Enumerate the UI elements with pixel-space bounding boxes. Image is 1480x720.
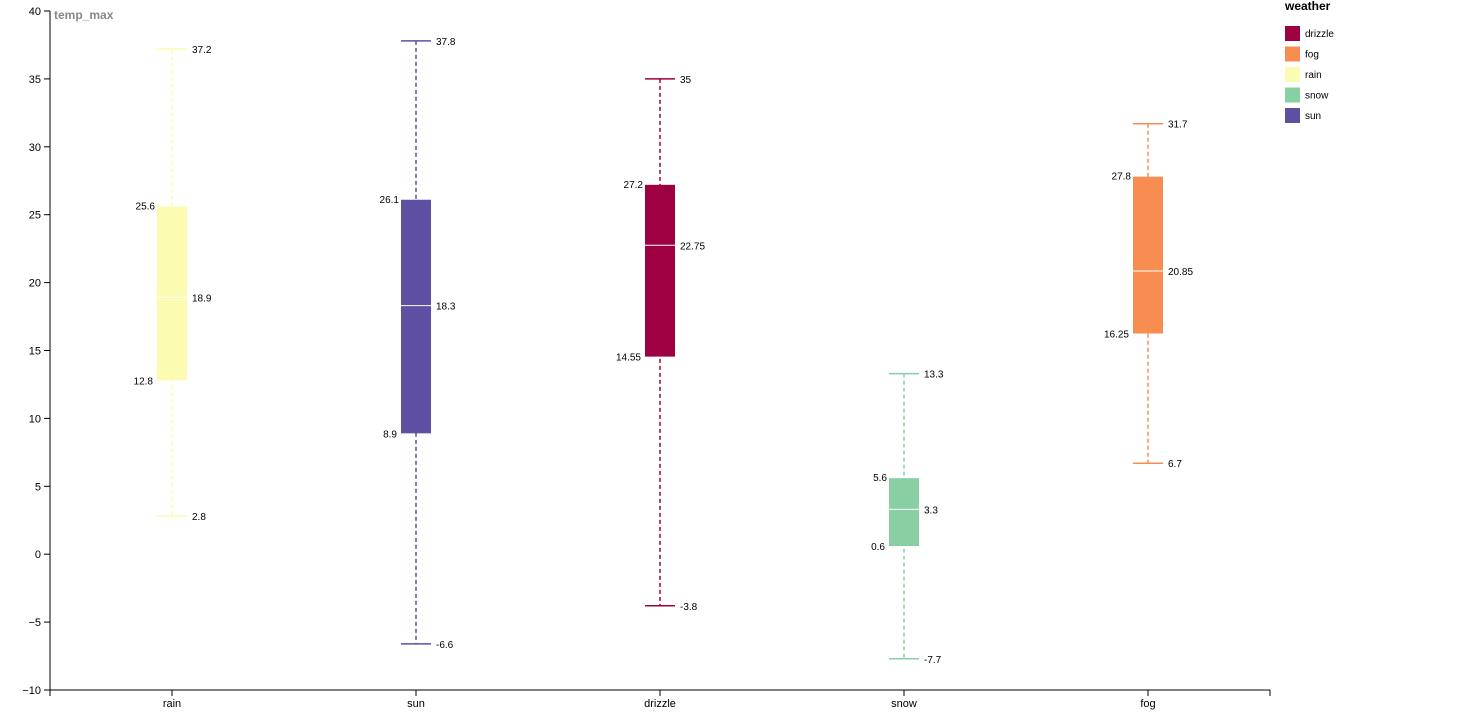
min-label: 6.7 — [1168, 459, 1182, 470]
y-tick-label: 40 — [29, 6, 41, 18]
iqr-box — [889, 478, 919, 547]
q3-label: 25.6 — [136, 202, 156, 213]
y-axis: −10 −5 0 5 10 15 20 25 30 35 40 — [22, 6, 51, 697]
legend-label: sun — [1305, 111, 1321, 122]
box-fog: 31.7 6.7 20.85 27.8 16.25 — [1104, 120, 1193, 470]
median-label: 18.9 — [192, 294, 212, 305]
x-tick-label: fog — [1140, 698, 1155, 710]
y-tick-label: −10 — [22, 685, 41, 697]
y-axis-label: temp_max — [54, 8, 114, 22]
max-label: 13.3 — [924, 370, 944, 381]
x-tick-label: sun — [407, 698, 425, 710]
box-sun: 37.8 -6.6 18.3 26.1 8.9 — [380, 37, 456, 651]
min-label: -3.8 — [680, 602, 698, 613]
x-tick-label: snow — [891, 698, 917, 710]
median-label: 18.3 — [436, 302, 456, 313]
iqr-box — [157, 206, 187, 381]
q3-label: 5.6 — [873, 473, 887, 484]
box-drizzle: 35 -3.8 22.75 27.2 14.55 — [616, 75, 705, 613]
max-label: 35 — [680, 75, 692, 86]
iqr-box — [401, 199, 431, 434]
legend: weather drizzle fog rain snow sun — [1284, 0, 1334, 123]
median-label: 20.85 — [1168, 267, 1193, 278]
q1-label: 8.9 — [383, 429, 397, 440]
q1-label: 14.55 — [616, 353, 641, 364]
legend-items: drizzle fog rain snow sun — [1285, 26, 1334, 123]
legend-item-snow: snow — [1285, 87, 1329, 103]
q3-label: 26.1 — [380, 195, 400, 206]
y-tick-label: 5 — [35, 481, 41, 493]
q1-label: 16.25 — [1104, 330, 1129, 341]
max-label: 37.2 — [192, 45, 212, 56]
box-snow: 13.3 -7.7 3.3 5.6 0.6 — [871, 370, 944, 666]
median-label: 3.3 — [924, 505, 938, 516]
legend-swatch — [1285, 67, 1300, 82]
legend-swatch — [1285, 87, 1300, 103]
legend-swatch — [1285, 108, 1300, 123]
q1-label: 0.6 — [871, 542, 885, 553]
legend-swatch — [1285, 46, 1300, 62]
y-tick-label: −5 — [28, 617, 41, 629]
legend-item-rain: rain — [1285, 67, 1322, 82]
y-tick-label: 35 — [29, 74, 41, 86]
legend-item-drizzle: drizzle — [1285, 26, 1334, 41]
iqr-box — [645, 184, 675, 357]
x-axis: rain sun drizzle snow fog — [49, 689, 1271, 710]
legend-title: weather — [1284, 0, 1331, 13]
boxes-group: 37.2 2.8 18.9 25.6 12.8 37.8 -6.6 18.3 26.1 8.9 35… — [134, 37, 1194, 666]
legend-label: drizzle — [1305, 29, 1334, 40]
y-tick-label: 0 — [35, 549, 41, 561]
q3-label: 27.8 — [1112, 172, 1132, 183]
x-tick-label: rain — [163, 698, 181, 710]
min-label: 2.8 — [192, 512, 206, 523]
y-tick-label: 30 — [29, 142, 41, 154]
min-label: -7.7 — [924, 655, 942, 666]
box-rain: 37.2 2.8 18.9 25.6 12.8 — [134, 45, 212, 523]
median-label: 22.75 — [680, 241, 705, 252]
legend-item-fog: fog — [1285, 46, 1319, 62]
max-label: 31.7 — [1168, 120, 1188, 131]
legend-item-sun: sun — [1285, 108, 1321, 123]
legend-label: rain — [1305, 70, 1322, 81]
legend-label: snow — [1305, 91, 1329, 102]
legend-swatch — [1285, 26, 1300, 41]
x-tick-label: drizzle — [644, 698, 676, 710]
max-label: 37.8 — [436, 37, 456, 48]
q3-label: 27.2 — [624, 180, 644, 191]
legend-label: fog — [1305, 50, 1319, 61]
y-tick-label: 10 — [29, 413, 41, 425]
iqr-box — [1133, 176, 1163, 334]
y-tick-label: 15 — [29, 346, 41, 358]
y-tick-label: 25 — [29, 210, 41, 222]
y-tick-label: 20 — [29, 278, 41, 290]
min-label: -6.6 — [436, 640, 454, 651]
q1-label: 12.8 — [134, 376, 154, 387]
